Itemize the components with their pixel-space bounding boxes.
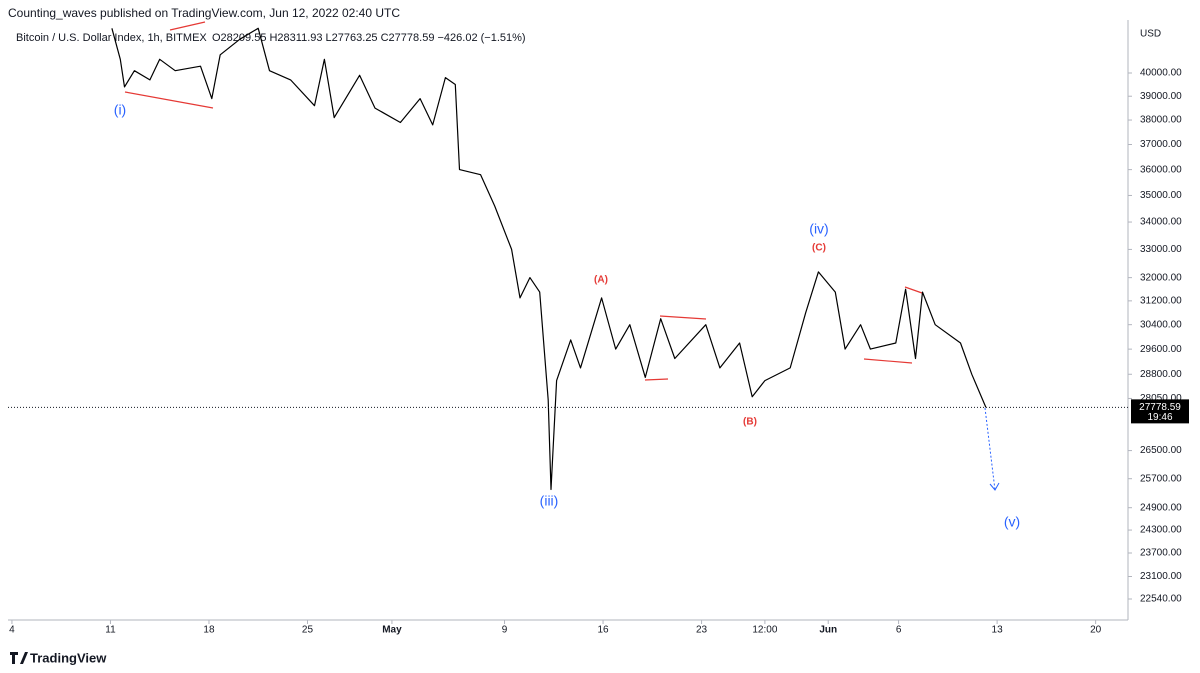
x-tick-label: 25 bbox=[302, 625, 314, 636]
x-tick-label: 16 bbox=[597, 625, 609, 636]
wave-label: (B) bbox=[743, 417, 757, 428]
ohlc: O28209.55 H28311.93 L27763.25 C27778.59 … bbox=[212, 32, 526, 44]
last-price-label: 27778.59 bbox=[1139, 402, 1181, 413]
wave-label: (iv) bbox=[809, 221, 828, 237]
x-tick-label: 4 bbox=[9, 625, 15, 636]
y-tick-label: 31200.00 bbox=[1140, 295, 1182, 306]
x-tick-label: May bbox=[382, 625, 402, 636]
y-tick-label: 24900.00 bbox=[1140, 502, 1182, 513]
y-axis-label: USD bbox=[1140, 29, 1161, 40]
wave-label: (C) bbox=[812, 243, 826, 254]
x-tick-label: 9 bbox=[502, 625, 508, 636]
wave-label: (v) bbox=[1004, 514, 1020, 530]
y-tick-label: 30400.00 bbox=[1140, 319, 1182, 330]
x-tick-label: Jun bbox=[819, 625, 837, 636]
price-line bbox=[111, 27, 987, 491]
x-tick-label: 11 bbox=[105, 625, 116, 636]
y-tick-label: 28800.00 bbox=[1140, 369, 1182, 380]
x-tick-label: 12:00 bbox=[752, 625, 777, 636]
y-tick-label: 34000.00 bbox=[1140, 217, 1182, 228]
x-tick-label: 6 bbox=[896, 625, 902, 636]
projection-arrow bbox=[984, 407, 1000, 491]
countdown: 19:46 bbox=[1147, 412, 1172, 423]
y-tick-label: 40000.00 bbox=[1140, 68, 1182, 79]
y-tick-label: 29600.00 bbox=[1140, 344, 1182, 355]
x-tick-label: 13 bbox=[992, 625, 1004, 636]
last-price-box bbox=[1131, 399, 1189, 424]
symbol: Bitcoin / U.S. Dollar Index, 1h, BITMEX bbox=[16, 32, 207, 44]
y-tick-label: 37000.00 bbox=[1140, 139, 1182, 150]
y-tick-label: 24300.00 bbox=[1140, 525, 1182, 536]
x-tick-label: 20 bbox=[1090, 625, 1102, 636]
wave-label: (A) bbox=[594, 275, 608, 286]
y-tick-label: 26500.00 bbox=[1140, 445, 1182, 456]
wave-label: (iii) bbox=[540, 493, 559, 509]
y-tick-label: 39000.00 bbox=[1140, 91, 1182, 102]
brand: TradingView bbox=[30, 650, 107, 665]
x-tick-label: 18 bbox=[203, 625, 215, 636]
footer-logo: TradingView bbox=[10, 650, 107, 665]
y-tick-label: 23700.00 bbox=[1140, 548, 1182, 559]
trendlines bbox=[124, 21, 923, 381]
y-tick-label: 32000.00 bbox=[1140, 272, 1182, 283]
publisher: Counting_waves published on TradingView.… bbox=[8, 6, 400, 20]
y-tick-label: 38000.00 bbox=[1140, 115, 1182, 126]
y-tick-label: 33000.00 bbox=[1140, 244, 1182, 255]
x-tick-label: 23 bbox=[696, 625, 708, 636]
y-tick-label: 35000.00 bbox=[1140, 190, 1182, 201]
y-tick-label: 23100.00 bbox=[1140, 571, 1182, 582]
wave-label: (i) bbox=[114, 102, 126, 118]
y-tick-label: 28050.00 bbox=[1140, 393, 1182, 404]
y-tick-label: 22540.00 bbox=[1140, 594, 1182, 605]
y-tick-label: 25700.00 bbox=[1140, 473, 1182, 484]
y-tick-label: 36000.00 bbox=[1140, 164, 1182, 175]
